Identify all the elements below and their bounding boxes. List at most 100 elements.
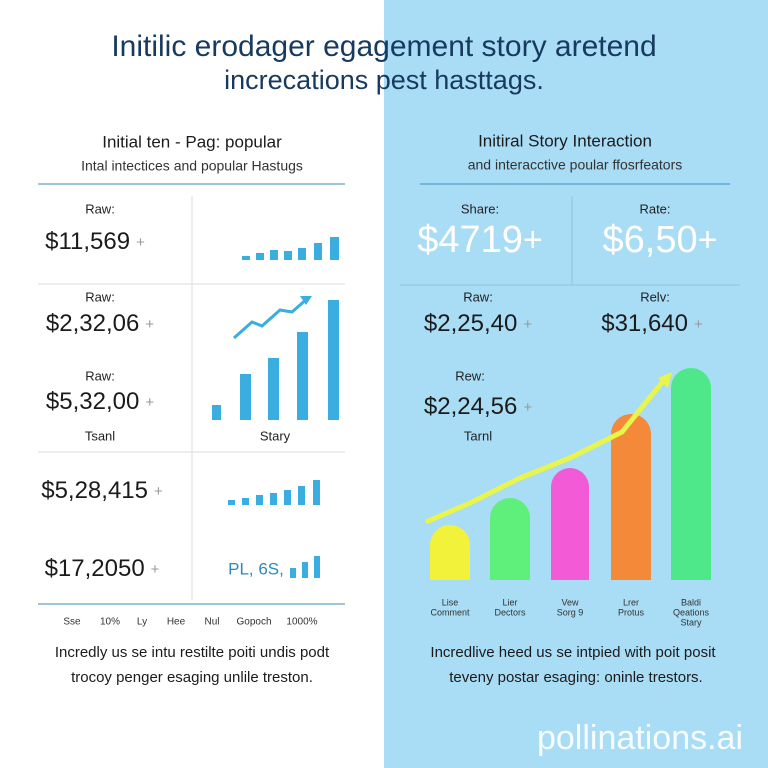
heading: Initiral Story Interaction bbox=[478, 131, 652, 150]
metric-value: $2,25,40 bbox=[424, 310, 517, 337]
metric: $2,24,56 + bbox=[424, 393, 532, 420]
deco-line bbox=[425, 378, 666, 525]
deco-bar bbox=[297, 332, 308, 420]
deco-bar bbox=[212, 405, 221, 420]
metric: $4719+ bbox=[417, 219, 543, 261]
deco-bar bbox=[290, 568, 296, 578]
heading: Initial ten - Pag: popular bbox=[102, 132, 282, 151]
deco-bar bbox=[284, 490, 291, 505]
deco-bar bbox=[242, 498, 249, 505]
metric-suffix: + bbox=[145, 394, 154, 411]
metric-value: $2,24,56 bbox=[424, 393, 517, 420]
footer-text: Incredly us se intu restilte poiti undis… bbox=[55, 644, 330, 661]
deco-bar bbox=[314, 556, 320, 578]
deco-bar bbox=[490, 498, 530, 580]
title: Initilic erodager egagement story areten… bbox=[111, 30, 656, 63]
footer-text: teveny postar esaging: oninle trestors. bbox=[449, 669, 702, 686]
subheading: Intal intectices and popular Hastugs bbox=[81, 158, 303, 174]
metric-suffix: + bbox=[698, 221, 718, 259]
axis-label: Ly bbox=[137, 617, 147, 628]
title: increcations pest hasttags. bbox=[224, 65, 544, 95]
deco-bar bbox=[313, 480, 320, 505]
metric-label: Relv: bbox=[640, 289, 670, 304]
mini-charts bbox=[212, 237, 339, 578]
metric: $5,32,00 + bbox=[46, 388, 154, 415]
section-label: Stary bbox=[260, 428, 291, 443]
deco-line bbox=[233, 296, 309, 340]
metric-label: Share: bbox=[461, 201, 499, 216]
deco-bar bbox=[270, 250, 278, 260]
footer-text: Incredlive heed us se intpied with poit … bbox=[430, 644, 716, 661]
bar-label: Stary bbox=[680, 617, 702, 627]
axis-label: Sse bbox=[63, 617, 81, 628]
bar-label: Lise bbox=[442, 597, 459, 607]
metric: $2,25,40 + bbox=[424, 310, 532, 337]
deco-bar bbox=[256, 495, 263, 505]
deco-bar bbox=[330, 237, 339, 260]
watermark: pollinations.ai bbox=[537, 719, 743, 757]
bar-label: Dectors bbox=[494, 607, 526, 617]
dividers bbox=[38, 183, 345, 605]
metric-value: $17,2050 bbox=[45, 555, 145, 582]
deco-bar bbox=[284, 251, 292, 260]
deco-bar bbox=[298, 248, 306, 260]
axis-label: Hee bbox=[167, 617, 186, 628]
axis-label: Nul bbox=[204, 617, 219, 628]
axis-label: 10% bbox=[100, 617, 120, 628]
metric-suffix: + bbox=[136, 234, 145, 251]
bar-label: Vew bbox=[561, 597, 579, 607]
metric-suffix: + bbox=[154, 483, 163, 500]
deco-bar bbox=[328, 300, 339, 420]
bar-illustration bbox=[425, 368, 711, 580]
metric-value: $31,640 bbox=[601, 310, 688, 337]
metric-suffix: + bbox=[145, 316, 154, 333]
bar-label: Lrer bbox=[623, 597, 639, 607]
deco-bar bbox=[228, 500, 235, 505]
metric-label: Raw: bbox=[85, 201, 115, 216]
deco-bar bbox=[270, 493, 277, 505]
deco-bar bbox=[268, 358, 279, 420]
bar-label: Comment bbox=[430, 607, 470, 617]
metric: $6,50+ bbox=[603, 219, 718, 261]
bar-label: Protus bbox=[618, 607, 645, 617]
metric: $31,640 + bbox=[601, 310, 703, 337]
metric-value: $6,50 bbox=[603, 219, 698, 261]
deco-arrow bbox=[658, 372, 672, 388]
metric-suffix: + bbox=[523, 221, 543, 259]
axis-label: Gopoch bbox=[236, 617, 271, 628]
deco-bar bbox=[611, 414, 651, 580]
metric-suffix: + bbox=[151, 561, 160, 578]
metric-suffix: + bbox=[523, 399, 532, 416]
bar-label: Baldi bbox=[681, 597, 701, 607]
axis-label: 1000% bbox=[286, 617, 317, 628]
metric-value: $11,569 bbox=[45, 228, 130, 255]
deco-bar bbox=[430, 525, 470, 580]
deco-bar bbox=[298, 486, 305, 505]
section-label: Tsanl bbox=[85, 428, 115, 443]
bar-labels: Lise Comment Lier Dectors Vew Sorg 9 Lre… bbox=[430, 597, 709, 627]
metric-value: $4719 bbox=[417, 219, 523, 261]
metric-suffix: + bbox=[694, 316, 703, 333]
metric-label: Raw: bbox=[85, 289, 115, 304]
deco-bar bbox=[256, 253, 264, 260]
metric-label: Raw: bbox=[463, 289, 493, 304]
deco-bar bbox=[551, 468, 589, 580]
bar-label: Lier bbox=[502, 597, 517, 607]
metric-label: Rew: bbox=[455, 368, 485, 383]
deco-arrow bbox=[300, 296, 312, 305]
metric: $17,2050 + bbox=[45, 555, 160, 582]
deco-bar bbox=[314, 243, 322, 260]
metric-suffix: + bbox=[523, 316, 532, 333]
subheading: and interacctive poular ffosrfeators bbox=[468, 157, 683, 173]
chart-overlay: PL, 6S, bbox=[228, 559, 284, 578]
metric: $5,28,415 + bbox=[41, 477, 163, 504]
footer-text: trocoy penger esaging unlile treston. bbox=[71, 669, 313, 686]
metric: $11,569 + bbox=[45, 228, 145, 255]
bar-label: Qeations bbox=[673, 607, 710, 617]
deco-bar bbox=[302, 562, 308, 578]
section-label: Tarnl bbox=[464, 428, 492, 443]
metric-value: $5,28,415 bbox=[41, 477, 148, 504]
